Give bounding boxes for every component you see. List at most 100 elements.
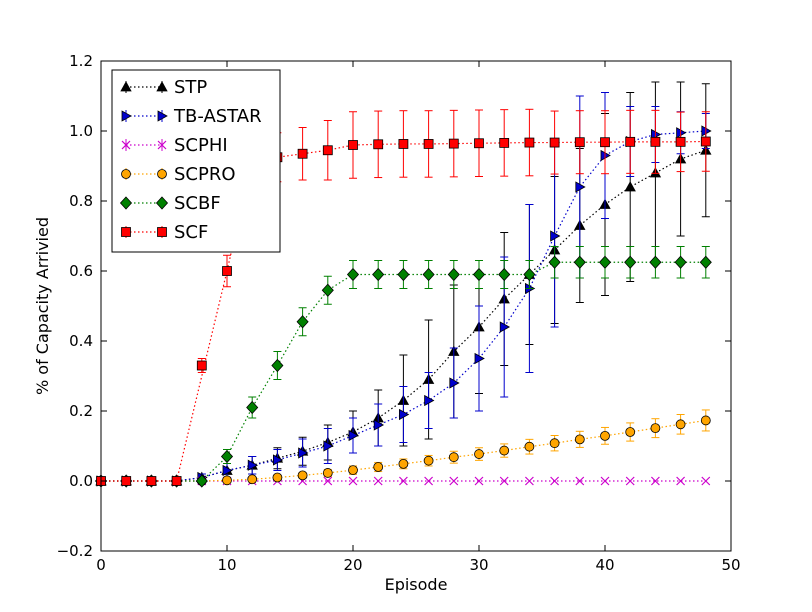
data-point <box>474 138 484 149</box>
legend-marker <box>157 169 167 179</box>
data-point <box>550 476 560 486</box>
legend-marker <box>121 227 131 237</box>
data-point <box>398 458 409 469</box>
legend-label: SCPRO <box>174 164 236 185</box>
y-tick-label: 0.0 <box>69 472 93 490</box>
data-point <box>323 476 333 486</box>
data-point <box>195 474 208 488</box>
data-point <box>322 145 333 156</box>
data-point <box>346 267 360 282</box>
data-point <box>222 475 232 486</box>
data-point <box>499 321 511 333</box>
data-point <box>624 181 636 192</box>
y-tick-label: 0.4 <box>69 332 93 350</box>
legend-marker <box>119 196 133 210</box>
data-point <box>398 476 408 486</box>
data-point <box>424 476 434 486</box>
data-point <box>676 476 686 486</box>
legend-label: SCF <box>174 222 208 243</box>
data-point <box>397 267 410 282</box>
data-point <box>574 137 585 148</box>
legend-marker <box>156 81 168 92</box>
data-point <box>348 429 359 442</box>
data-point <box>398 408 410 421</box>
data-point <box>499 445 510 456</box>
data-point <box>271 358 284 373</box>
x-tick-label: 50 <box>721 556 740 574</box>
data-point <box>574 434 585 445</box>
legend-marker <box>120 81 132 92</box>
data-point <box>447 267 460 282</box>
data-point <box>575 181 586 193</box>
data-point <box>222 266 232 276</box>
data-point <box>373 139 384 150</box>
x-tick-label: 30 <box>469 556 488 574</box>
data-point <box>448 138 459 149</box>
data-point <box>598 255 612 269</box>
data-point <box>323 440 334 452</box>
data-point <box>550 230 561 242</box>
data-point <box>674 255 687 269</box>
data-point <box>222 464 233 477</box>
data-point <box>246 400 259 415</box>
legend-marker <box>121 140 131 150</box>
data-point <box>298 447 309 459</box>
data-point <box>373 476 383 486</box>
data-point <box>524 476 534 486</box>
data-point <box>272 472 283 483</box>
legend-marker <box>157 140 167 150</box>
data-point <box>121 476 132 486</box>
y-tick-label: 1.2 <box>69 52 93 70</box>
data-point <box>699 255 712 269</box>
data-point <box>422 267 435 282</box>
data-point <box>146 476 157 486</box>
legend-marker <box>157 227 167 237</box>
data-point <box>196 360 207 371</box>
data-point <box>424 394 435 407</box>
data-point <box>322 468 333 478</box>
data-point <box>600 430 610 441</box>
data-point <box>423 139 434 149</box>
data-point <box>650 476 660 486</box>
data-point <box>373 419 385 431</box>
data-point <box>499 137 510 148</box>
series-scf <box>96 108 711 486</box>
data-point <box>625 476 635 486</box>
data-point <box>498 267 511 282</box>
data-point <box>523 267 536 282</box>
data-point <box>472 267 486 282</box>
data-point <box>675 419 686 430</box>
legend-box <box>111 69 281 253</box>
data-point <box>171 476 182 486</box>
data-point <box>600 137 610 148</box>
data-point <box>573 255 586 269</box>
data-point <box>449 476 459 486</box>
data-point <box>625 136 636 147</box>
data-point <box>297 148 308 159</box>
y-tick-label: 1.0 <box>69 122 93 140</box>
data-point <box>272 454 284 466</box>
legend-item-scpro: SCPRO <box>121 164 236 185</box>
data-point <box>624 255 637 269</box>
data-point <box>649 255 662 269</box>
data-point <box>700 136 711 147</box>
data-point <box>474 476 484 486</box>
data-point <box>348 476 358 486</box>
data-point <box>474 352 485 365</box>
legend-label: SCPHI <box>174 135 228 156</box>
data-point <box>348 140 358 150</box>
data-point <box>650 136 661 147</box>
data-point <box>650 423 661 434</box>
data-point <box>247 474 258 485</box>
data-point <box>675 136 686 147</box>
legend-marker <box>155 196 169 210</box>
legend-marker <box>121 110 132 122</box>
data-point <box>499 476 509 486</box>
data-point <box>348 465 358 476</box>
x-tick-label: 20 <box>343 556 362 574</box>
y-tick-label: 0.6 <box>69 262 93 280</box>
legend-item-scbf: SCBF <box>119 193 221 214</box>
data-point <box>549 137 560 148</box>
data-point <box>474 449 484 459</box>
data-point <box>700 415 711 426</box>
